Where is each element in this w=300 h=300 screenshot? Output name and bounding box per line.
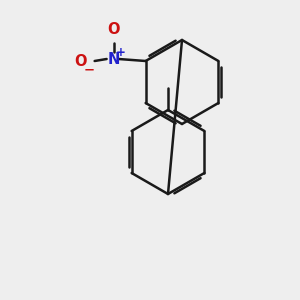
Text: −: − [84, 64, 95, 76]
Text: O: O [107, 22, 120, 37]
Text: O: O [74, 53, 87, 68]
Text: +: + [116, 46, 126, 59]
Text: N: N [107, 52, 120, 67]
